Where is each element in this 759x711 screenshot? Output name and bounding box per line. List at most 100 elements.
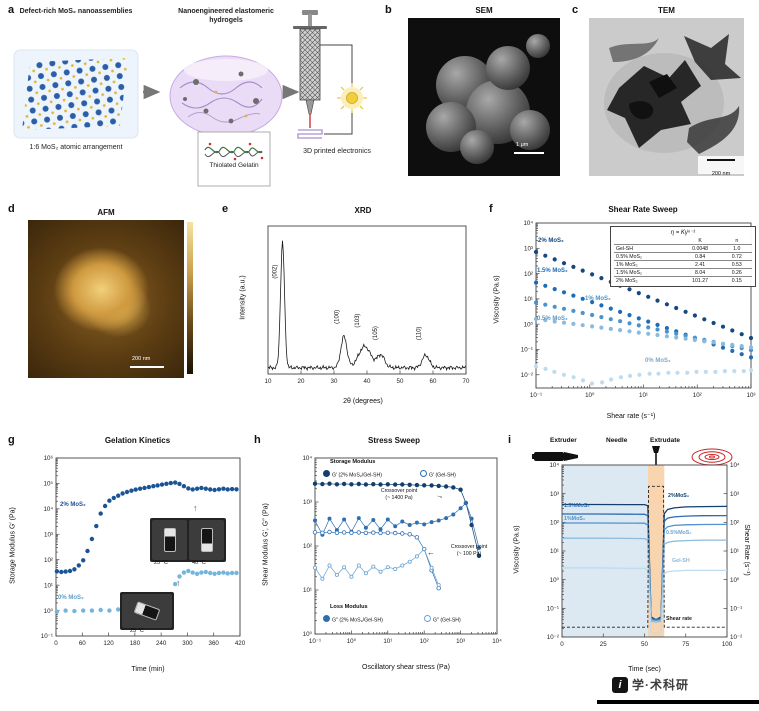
phase-label-extruder: Extruder xyxy=(550,437,577,444)
svg-text:10¹: 10¹ xyxy=(44,582,53,589)
open-marker-icon xyxy=(420,470,427,477)
svg-text:10⁰: 10⁰ xyxy=(550,577,560,584)
tem-image xyxy=(589,18,744,176)
svg-text:75: 75 xyxy=(682,641,689,648)
svg-text:10⁵: 10⁵ xyxy=(44,481,54,488)
hydrogel-title: Nanoengineered elastomeric hydrogels xyxy=(178,8,274,24)
svg-text:10³: 10³ xyxy=(550,491,559,498)
svg-text:10⁴: 10⁴ xyxy=(549,462,559,469)
table-row: Gel-SH 0.0048 1.0 xyxy=(614,244,752,253)
tem-scale-label: 200 nm xyxy=(711,171,731,177)
xrd-title: XRD xyxy=(354,206,372,215)
svg-text:10¹: 10¹ xyxy=(383,638,392,645)
extrusion-label-gel: Gel-SH xyxy=(672,558,690,564)
watermark-text: 学·术科研 xyxy=(632,678,689,692)
svg-text:10²: 10² xyxy=(303,543,312,550)
svg-text:10¹: 10¹ xyxy=(639,392,648,399)
open-marker-icon xyxy=(424,615,431,622)
svg-text:10³: 10³ xyxy=(44,531,53,538)
svg-text:60: 60 xyxy=(430,378,437,385)
afm-title: AFM xyxy=(97,208,115,217)
svg-text:10⁰: 10⁰ xyxy=(347,638,357,645)
svg-text:10⁻¹: 10⁻¹ xyxy=(41,633,53,640)
svg-text:420: 420 xyxy=(235,640,246,647)
svg-text:(110): (110) xyxy=(416,327,422,341)
vial-icon xyxy=(163,528,176,552)
svg-text:10⁴: 10⁴ xyxy=(523,220,533,227)
svg-text:10⁻¹: 10⁻¹ xyxy=(547,606,559,613)
sem-title: SEM xyxy=(475,6,493,15)
shear-sweep-ylabel: Viscosity (Pa.s) xyxy=(493,275,501,324)
inset-arrow-up-2: ↑ xyxy=(176,578,181,588)
tem-scale-box: 200 nm xyxy=(698,156,744,177)
powerlaw-equation: η = Kγ̇ⁿ⁻¹ xyxy=(670,230,696,236)
svg-text:(105): (105) xyxy=(373,326,379,340)
svg-text:240: 240 xyxy=(156,640,167,647)
vial-tilted-icon xyxy=(133,601,161,621)
temp-label-25c-a: 25 °C xyxy=(154,560,168,566)
svg-text:10⁶: 10⁶ xyxy=(44,455,54,462)
extrusion-ylabel-right: Shear Rate (s⁻¹) xyxy=(743,524,750,576)
gelatin-label: Thiolated Gelatin xyxy=(209,162,259,169)
svg-text:70: 70 xyxy=(463,378,470,385)
panel-label-c: c xyxy=(572,4,579,16)
svg-text:10⁰: 10⁰ xyxy=(524,321,534,328)
extrusion-label-1pct: 1%MoS₂ xyxy=(564,516,586,522)
svg-text:360: 360 xyxy=(209,640,220,647)
svg-text:300: 300 xyxy=(182,640,193,647)
svg-text:40: 40 xyxy=(364,378,371,385)
svg-text:10⁴: 10⁴ xyxy=(492,638,502,645)
gelation-label-0pct: 0% MoS₂ xyxy=(58,595,84,601)
svg-text:60: 60 xyxy=(79,640,86,647)
extrusion-icons xyxy=(532,446,733,466)
extrusion-xlabel: Time (sec) xyxy=(628,666,661,673)
sem-image xyxy=(408,18,560,176)
svg-text:20: 20 xyxy=(298,378,305,385)
panel-label-b: b xyxy=(385,4,392,16)
filled-marker-icon xyxy=(323,470,330,477)
panel-label-a: a xyxy=(8,4,15,16)
printed-electronics-label: 3D printed electronics xyxy=(303,148,371,155)
afm-image xyxy=(28,220,184,378)
shear-sweep-title: Shear Rate Sweep xyxy=(608,205,678,214)
svg-text:10⁴: 10⁴ xyxy=(730,462,740,469)
gelation-title: Gelation Kinetics xyxy=(104,436,171,445)
schematic-graphic xyxy=(13,10,367,187)
legend-g-prime-2pct: G′ (2% MoS₂/Gel-SH) xyxy=(323,470,382,479)
table-row: 0.5% MoS₂ 0.84 0.72 xyxy=(614,252,752,261)
loss-modulus-legend-title: Loss Modulus xyxy=(330,604,368,610)
watermark: i 学·术科研 xyxy=(612,676,689,693)
series-label-1pct: 1% MoS₂ xyxy=(585,296,611,302)
svg-text:10⁻²: 10⁻² xyxy=(547,634,559,641)
svg-text:10⁰: 10⁰ xyxy=(44,608,54,615)
nanoassembly-title: Defect-rich MoS₂ nanoassemblies xyxy=(19,8,133,15)
gelation-label-2pct: 2% MoS₂ xyxy=(60,502,86,508)
series-label-0p5pct: 0.5% MoS₂ xyxy=(537,316,568,322)
stress-sweep-title: Stress Sweep xyxy=(367,436,421,445)
stress-sweep-ylabel: Shear Modulus G′, G″ (Pa) xyxy=(262,503,270,586)
phase-label-extrudate: Extrudate xyxy=(650,437,680,444)
svg-text:10⁻¹: 10⁻¹ xyxy=(730,606,742,613)
extrusion-chart: 0 25 50 75 10010⁻²10⁻¹10⁰10¹10²10³10⁴10⁻²10⁻… xyxy=(547,462,742,648)
crossover-annotation-1400: Crossover point (~ 1400 Pa) xyxy=(380,488,418,501)
svg-text:10¹: 10¹ xyxy=(550,548,559,555)
svg-text:100: 100 xyxy=(722,641,733,648)
afm-colorbar xyxy=(187,222,193,374)
series-label-0pct: 0% MoS₂ xyxy=(645,358,671,364)
afm-scale-bar xyxy=(130,366,164,368)
extrusion-label-1p5pct: 1.5%MoS₂ xyxy=(564,503,590,509)
extrusion-label-2pct: 2%MoS₂ xyxy=(668,493,690,499)
svg-text:10⁻¹: 10⁻¹ xyxy=(521,347,533,354)
vial-inverted-icon xyxy=(200,528,213,552)
svg-text:(103): (103) xyxy=(355,314,361,328)
svg-text:10⁰: 10⁰ xyxy=(730,577,740,584)
gelation-vial-photo-0pct xyxy=(120,592,174,630)
table-row: 2% MoS₂ 101.27 0.15 xyxy=(614,276,752,284)
panel-label-i: i xyxy=(508,434,512,446)
shear-sweep-chart: 10⁻¹ 10⁰ 10¹ 10² 10³ 10⁻² 10⁻¹ 10⁰ 10¹ 10² 10³ 10⁴ xyxy=(521,220,756,399)
crossover-arrow-100: ← xyxy=(427,548,435,557)
svg-text:10²: 10² xyxy=(524,271,533,278)
panel-label-e: e xyxy=(222,203,229,215)
